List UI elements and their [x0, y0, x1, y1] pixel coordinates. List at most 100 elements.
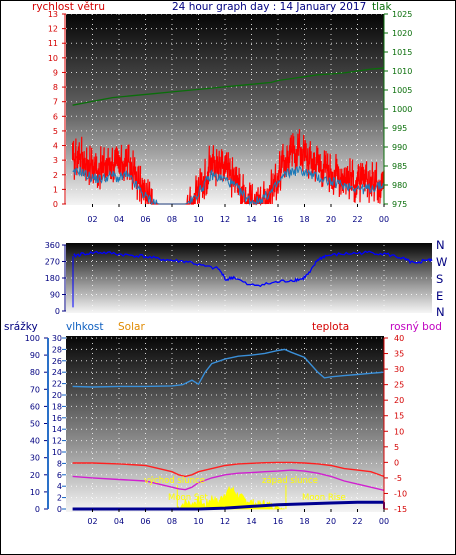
y-left-tick-label: 11: [48, 39, 58, 48]
y-left-tick-label: 4: [53, 142, 58, 151]
y-right-tick-label: 995: [392, 124, 407, 133]
y-temp-tick-label: 10: [394, 427, 404, 436]
solar-series: [174, 485, 285, 511]
y-rain-tick-label: 100: [25, 334, 40, 343]
y-left-tick-label: 9: [53, 68, 58, 77]
y-humidity-tick-label: 12: [52, 437, 62, 446]
y-temp-tick-label: 40: [394, 334, 404, 343]
y-humidity-tick-label: 30: [52, 334, 62, 343]
y-temp-tick-label: 35: [394, 350, 404, 359]
y-rain-tick-label: 20: [30, 471, 40, 480]
y-direction-tick-label: 90: [50, 291, 60, 300]
y-humidity-tick-label: 6: [57, 471, 62, 480]
dewpoint-series: [72, 469, 385, 491]
y-rain-tick-label: 30: [30, 454, 40, 463]
direction-series: [73, 250, 433, 288]
y-humidity-tick-label: 26: [52, 357, 62, 366]
y-humidity-tick-label: 20: [52, 391, 62, 400]
x-tick-label: 10: [193, 517, 203, 526]
humidity-label: vlhkost: [66, 321, 104, 333]
y-left-tick-label: 3: [53, 156, 58, 165]
x-tick-label: 04: [114, 215, 124, 224]
y-left-tick-label: 2: [53, 171, 58, 180]
y-right-tick-label: 985: [392, 162, 407, 171]
y-right-tick-label: 980: [392, 181, 407, 190]
sunset-annotation: západ slunce: [262, 476, 318, 486]
compass-n-bottom: N: [436, 305, 445, 319]
sunrise-annotation: východ slunce: [144, 476, 205, 486]
y-rain-tick-label: 80: [30, 368, 40, 377]
y-left-tick-label: 0: [53, 200, 58, 209]
y-temp-tick-label: -10: [394, 489, 407, 498]
y-left-tick-label: 13: [48, 10, 58, 19]
y-humidity-tick-label: 18: [52, 402, 62, 411]
y-rain-tick-label: 40: [30, 437, 40, 446]
y-right-tick-label: 1015: [392, 48, 412, 57]
temperature-label: teplota: [312, 321, 349, 333]
x-tick-label: 12: [220, 517, 230, 526]
x-tick-label: 14: [246, 215, 256, 224]
y-direction-tick-label: 180: [45, 274, 60, 283]
moonset-annotation: Moon Set: [168, 493, 208, 503]
wind-speed-label: rychlost větru: [32, 1, 105, 13]
wind-average-series: [72, 165, 385, 206]
y-humidity-tick-label: 28: [52, 345, 62, 354]
y-temp-tick-label: 5: [394, 443, 399, 452]
x-tick-label: 16: [273, 215, 283, 224]
x-tick-label: 22: [352, 517, 362, 526]
x-tick-label: 02: [87, 517, 97, 526]
y-left-tick-label: 8: [53, 83, 58, 92]
y-temp-tick-label: 30: [394, 365, 404, 374]
y-temp-tick-label: 25: [394, 381, 404, 390]
chart-title: 24 hour graph day : 14 January 2017: [172, 1, 366, 13]
x-tick-label: 00: [379, 215, 389, 224]
dewpoint-label: rosný bod: [390, 321, 442, 333]
y-left-tick-label: 6: [53, 112, 58, 121]
x-tick-label: 02: [87, 215, 97, 224]
y-left-tick-label: 5: [53, 127, 58, 136]
x-tick-label: 22: [352, 215, 362, 224]
y-humidity-tick-label: 10: [52, 448, 62, 457]
y-temp-tick-label: -15: [394, 505, 407, 514]
y-rain-tick-label: 0: [35, 505, 40, 514]
moonrise-annotation: Moon Rise: [302, 493, 346, 503]
x-tick-label: 20: [326, 215, 336, 224]
x-tick-label: 18: [299, 215, 309, 224]
x-tick-label: 06: [140, 517, 150, 526]
y-temp-tick-label: 15: [394, 412, 404, 421]
y-humidity-tick-label: 0: [57, 505, 62, 514]
x-tick-label: 16: [273, 517, 283, 526]
y-humidity-tick-label: 22: [52, 380, 62, 389]
y-right-tick-label: 1005: [392, 86, 412, 95]
y-humidity-tick-label: 14: [52, 425, 62, 434]
y-humidity-tick-label: 4: [57, 482, 62, 491]
y-left-tick-label: 7: [53, 98, 58, 107]
y-rain-tick-label: 50: [30, 420, 40, 429]
x-tick-label: 12: [220, 215, 230, 224]
y-humidity-tick-label: 2: [57, 494, 62, 503]
y-direction-tick-label: 270: [45, 258, 60, 267]
compass-s: S: [436, 272, 443, 286]
y-rain-tick-label: 70: [30, 385, 40, 394]
x-tick-label: 00: [379, 517, 389, 526]
y-rain-tick-label: 10: [30, 488, 40, 497]
y-right-tick-label: 1025: [392, 10, 412, 19]
y-right-tick-label: 990: [392, 143, 407, 152]
y-direction-tick-label: 0: [55, 307, 60, 316]
direction-panel: [66, 243, 432, 313]
y-right-tick-label: 1000: [392, 105, 412, 114]
pressure-series: [72, 67, 385, 106]
y-right-tick-label: 1020: [392, 29, 412, 38]
y-humidity-tick-label: 16: [52, 414, 62, 423]
x-tick-label: 08: [167, 215, 177, 224]
y-rain-tick-label: 90: [30, 351, 40, 360]
y-left-tick-label: 1: [53, 185, 58, 194]
y-direction-tick-label: 360: [45, 241, 60, 250]
compass-e: E: [436, 289, 443, 303]
y-temp-tick-label: 0: [394, 458, 399, 467]
rain-label: srážky: [4, 321, 38, 333]
x-tick-label: 14: [246, 517, 256, 526]
x-tick-label: 04: [114, 517, 124, 526]
y-rain-tick-label: 60: [30, 402, 40, 411]
